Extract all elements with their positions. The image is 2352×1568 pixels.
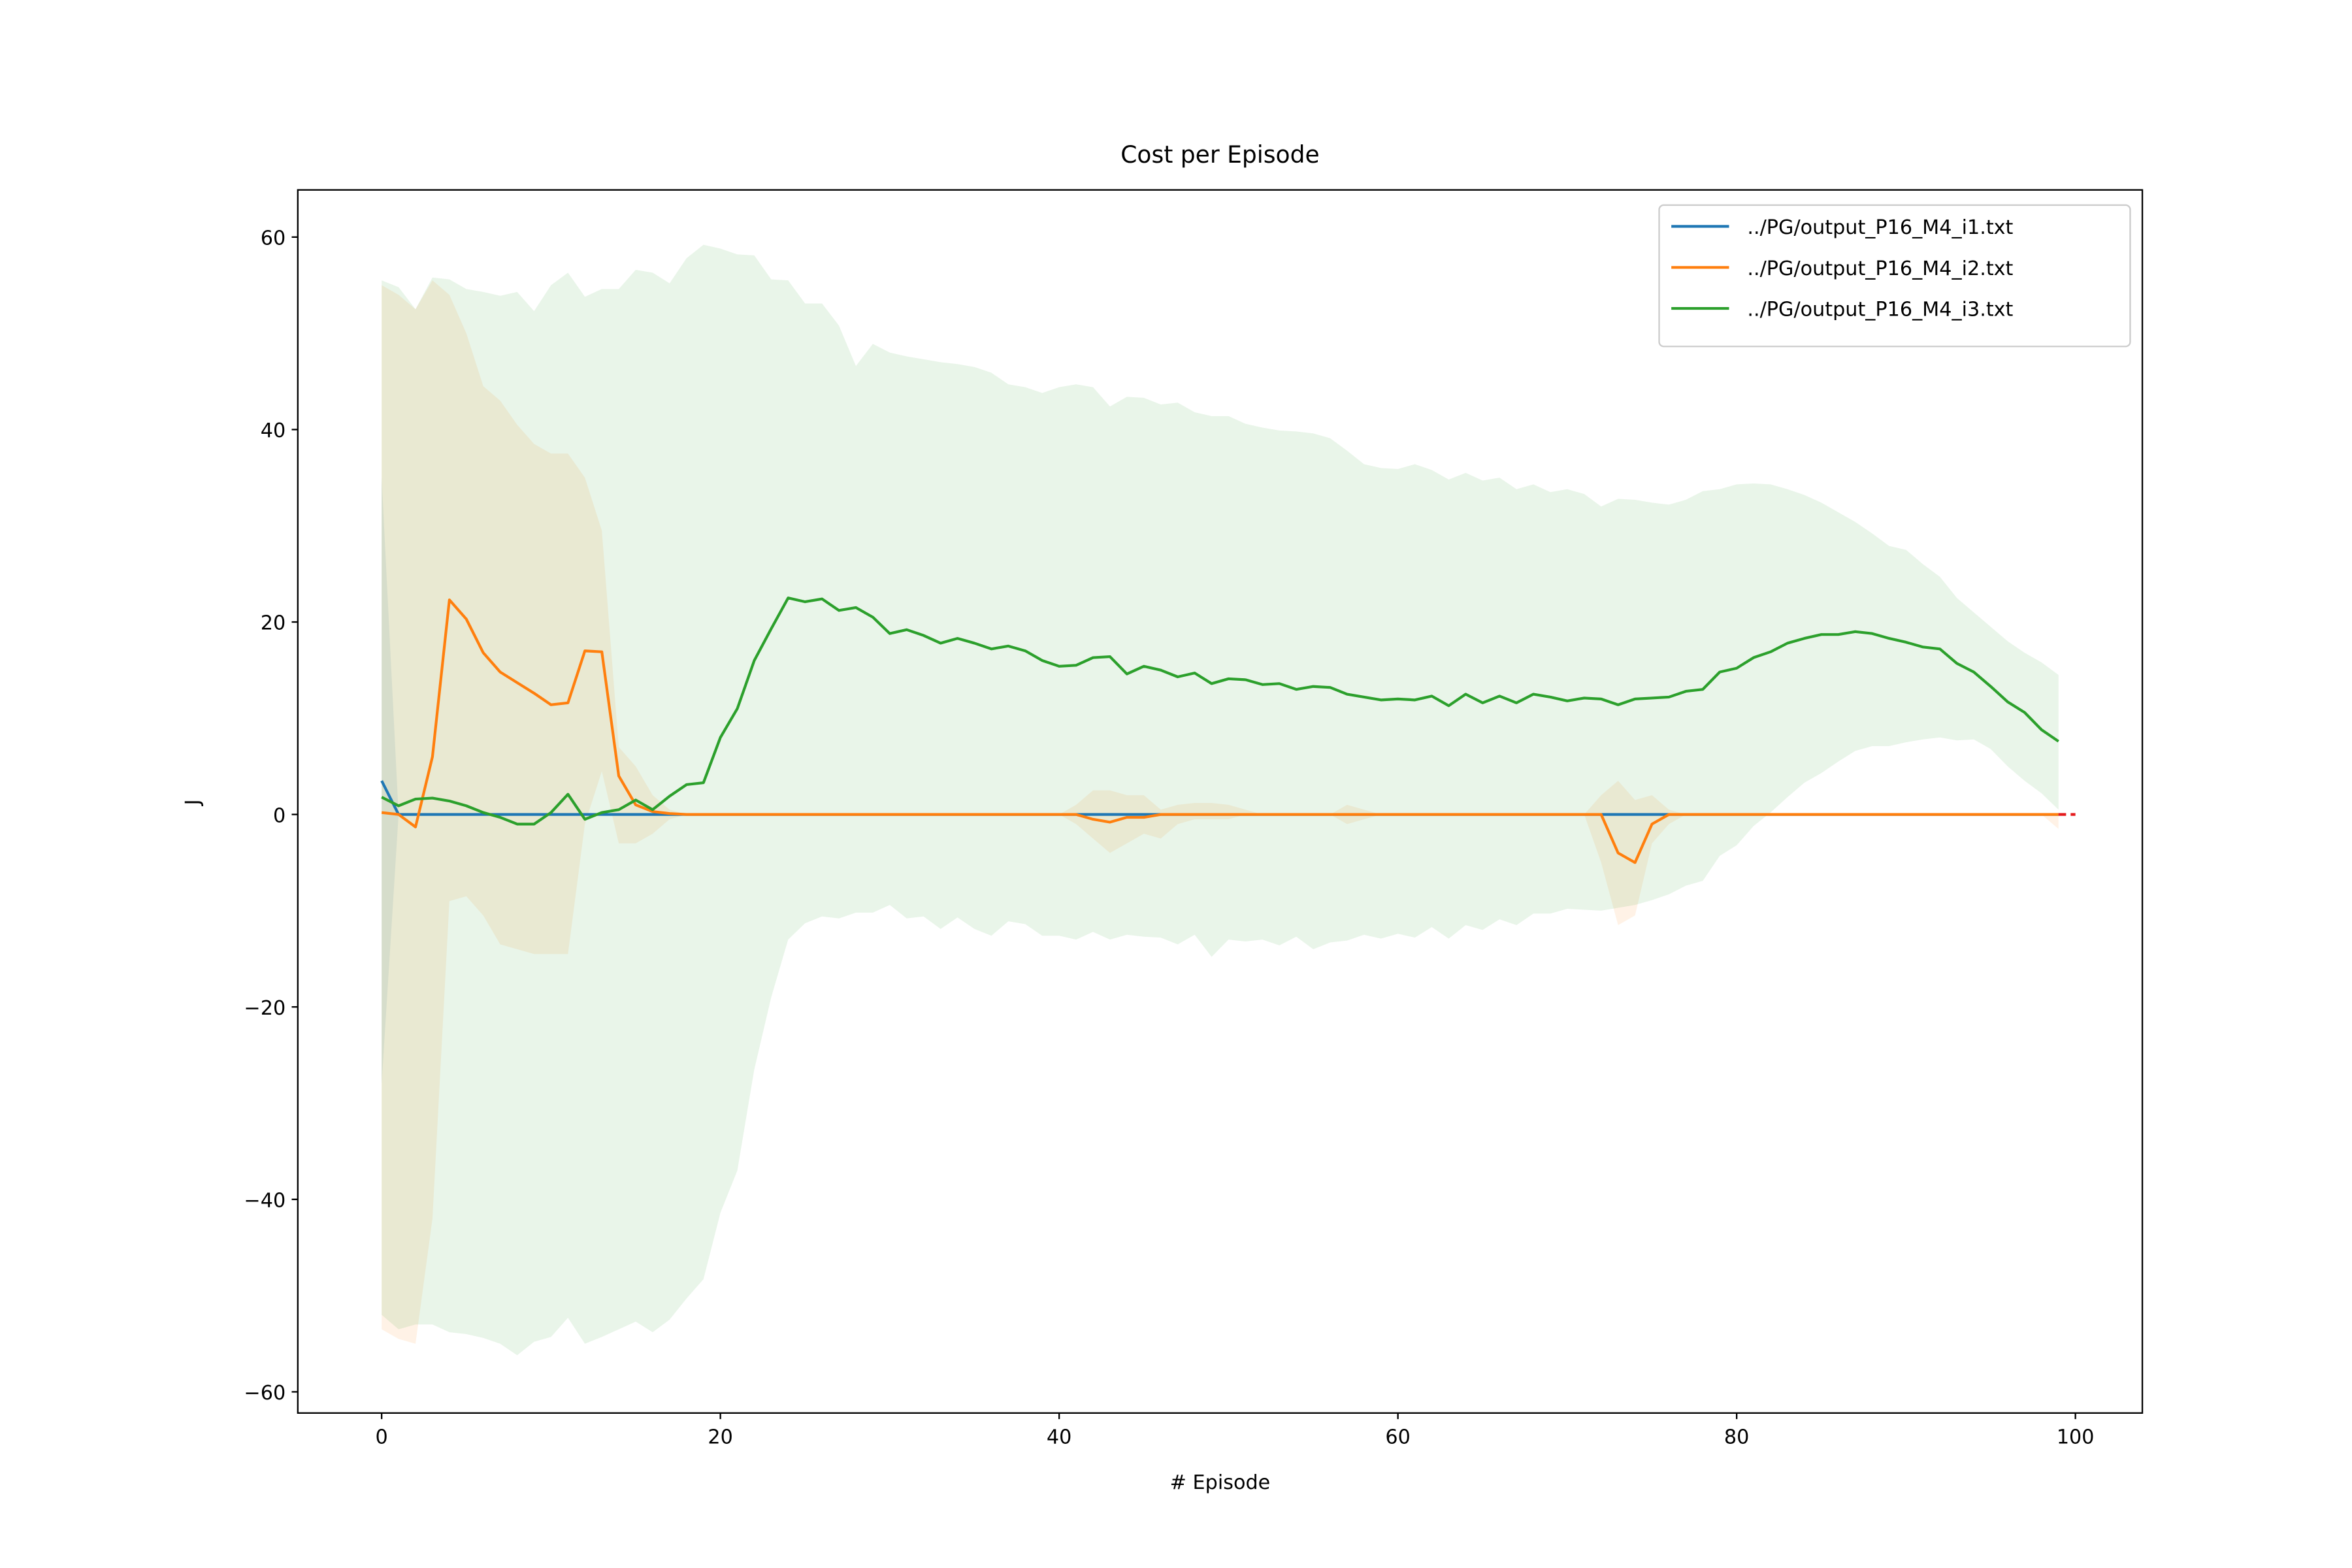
legend-label: ../PG/output_P16_M4_i2.txt (1747, 257, 2013, 280)
plot-area (380, 244, 2076, 1356)
legend-label: ../PG/output_P16_M4_i3.txt (1747, 299, 2013, 321)
x-tick-label: 60 (1385, 1426, 1410, 1448)
y-tick-label: 40 (261, 419, 286, 442)
x-tick-label: 80 (1724, 1426, 1749, 1448)
chart-title: Cost per Episode (1120, 142, 1319, 169)
y-tick-label: 60 (261, 227, 286, 250)
x-tick-label: 0 (376, 1426, 388, 1448)
x-tick-label: 100 (2057, 1426, 2095, 1448)
x-tick-label: 20 (708, 1426, 732, 1448)
x-axis-label: # Episode (1170, 1471, 1271, 1494)
plot-frame (297, 189, 2144, 1414)
series-line (381, 596, 2059, 826)
y-tick-label: 20 (261, 612, 286, 635)
y-tick-label: 0 (273, 804, 286, 827)
y-tick-label: −20 (244, 997, 286, 1020)
x-tick-label: 40 (1047, 1426, 1071, 1448)
y-tick-label: −60 (244, 1382, 286, 1405)
series-line (381, 598, 2059, 864)
legend-box (1658, 204, 2131, 348)
confidence-band (382, 280, 2059, 1344)
y-tick-label: −40 (244, 1189, 286, 1212)
y-axis-label: J (182, 799, 204, 806)
confidence-band (382, 244, 2059, 1356)
legend: ../PG/output_P16_M4_i1.txt ../PG/output_P… (1658, 204, 2131, 348)
legend-label: ../PG/output_P16_M4_i1.txt (1747, 216, 2013, 239)
